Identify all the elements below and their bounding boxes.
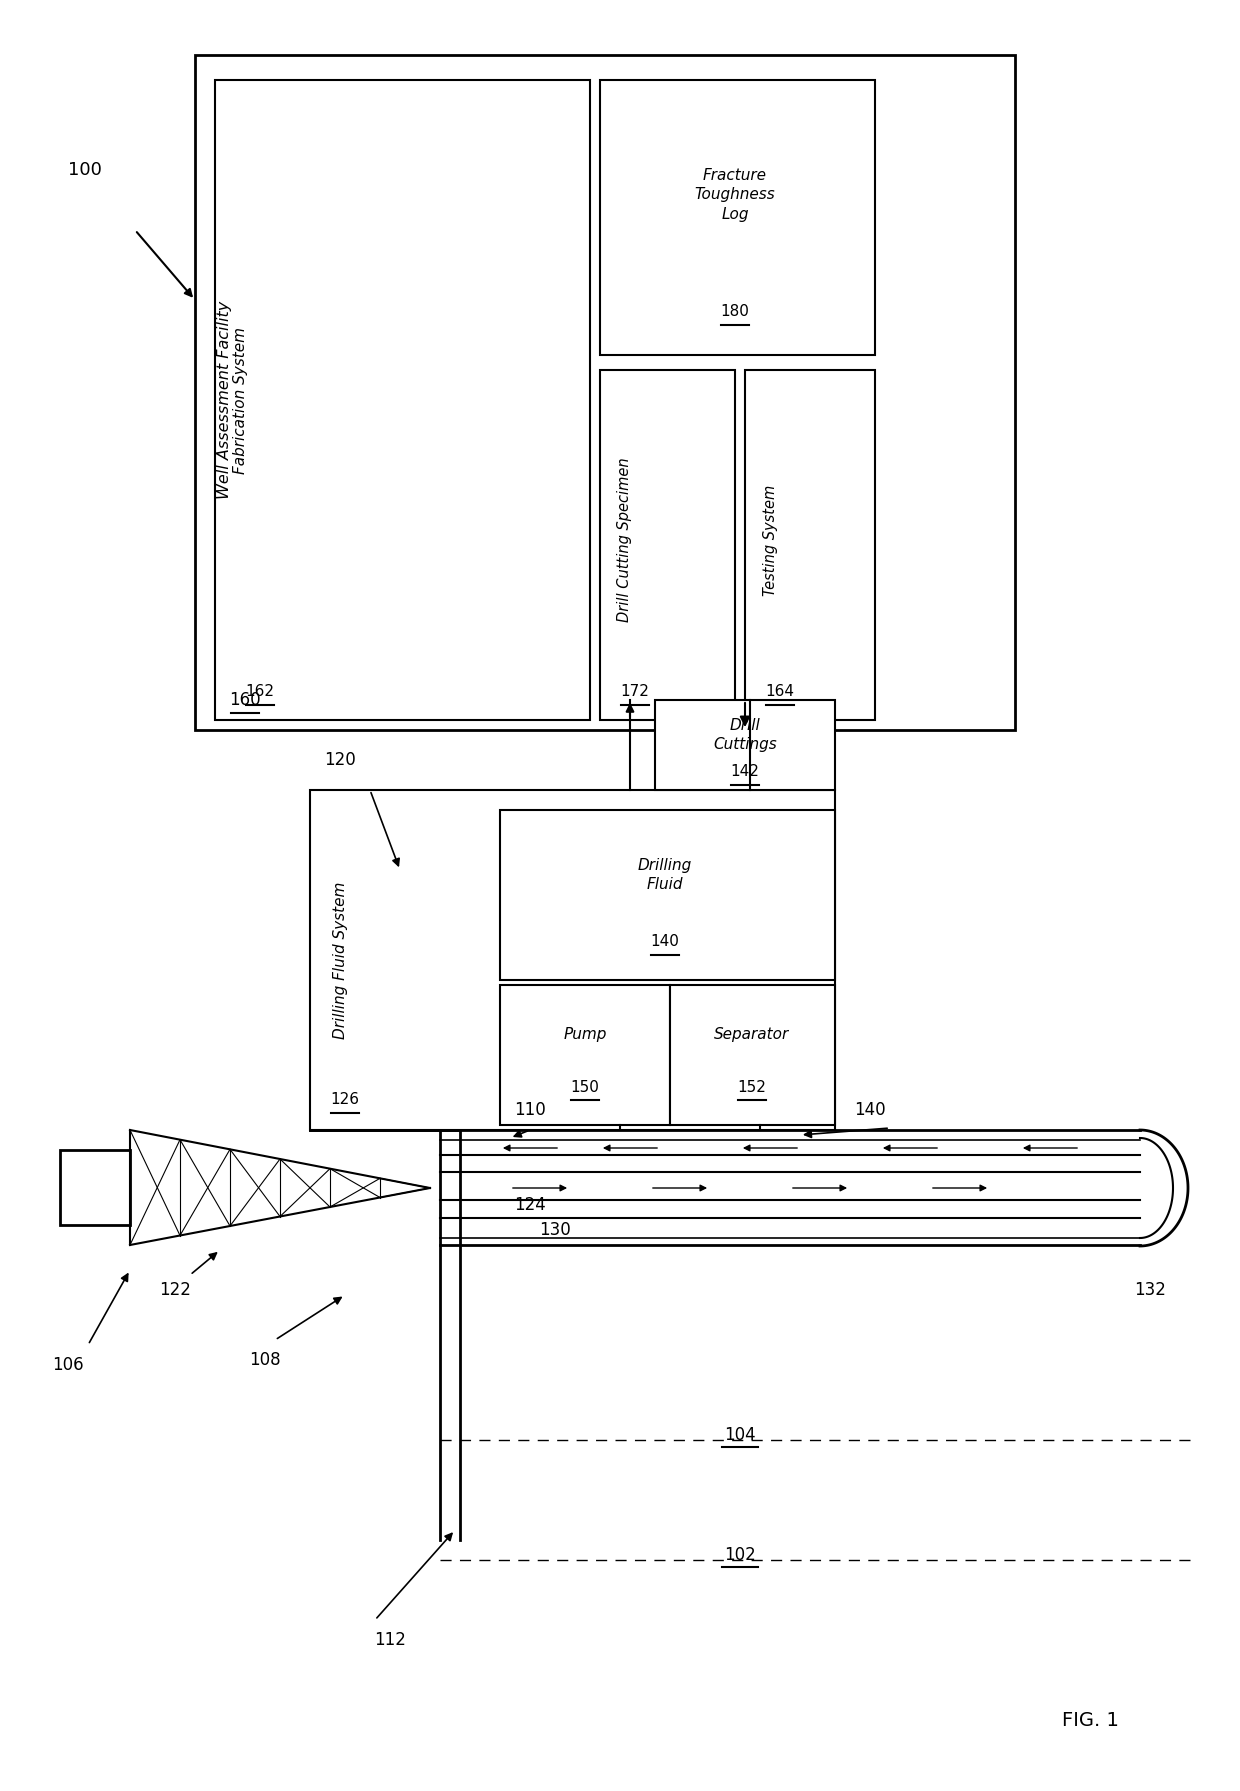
- Text: Drilling Fluid System: Drilling Fluid System: [332, 881, 347, 1039]
- Text: 142: 142: [730, 765, 759, 779]
- Text: 130: 130: [539, 1221, 570, 1239]
- Bar: [500, 810, 835, 980]
- Text: Fabrication System: Fabrication System: [233, 326, 248, 473]
- Text: 122: 122: [159, 1281, 191, 1298]
- Bar: [670, 985, 835, 1125]
- Text: 172: 172: [620, 684, 650, 700]
- Text: Well Assessment Facility: Well Assessment Facility: [217, 301, 233, 500]
- Text: 162: 162: [246, 684, 274, 700]
- Text: 132: 132: [1135, 1281, 1166, 1298]
- Text: Drill
Cuttings: Drill Cuttings: [713, 718, 777, 752]
- Text: 110: 110: [515, 1101, 546, 1119]
- Text: 100: 100: [68, 161, 102, 179]
- Bar: [215, 81, 590, 720]
- Text: 180: 180: [720, 304, 749, 319]
- Text: 152: 152: [738, 1080, 766, 1094]
- Text: Testing System: Testing System: [763, 484, 777, 596]
- Text: 108: 108: [249, 1350, 280, 1368]
- Text: 102: 102: [724, 1546, 756, 1564]
- Text: 150: 150: [570, 1080, 599, 1094]
- Text: 140: 140: [854, 1101, 885, 1119]
- Text: 126: 126: [331, 1093, 360, 1107]
- Text: Drilling
Fluid: Drilling Fluid: [637, 858, 692, 892]
- Text: Fracture
Toughness
Log: Fracture Toughness Log: [694, 168, 775, 222]
- Text: Pump: Pump: [563, 1028, 606, 1042]
- Text: 124: 124: [515, 1196, 546, 1214]
- Bar: [745, 371, 875, 720]
- Text: Drill Cutting Specimen: Drill Cutting Specimen: [618, 458, 632, 621]
- Text: 164: 164: [765, 684, 795, 700]
- Text: Separator: Separator: [714, 1028, 790, 1042]
- Text: 106: 106: [52, 1356, 84, 1374]
- Text: 160: 160: [229, 691, 260, 709]
- Bar: [600, 81, 875, 355]
- Text: 104: 104: [724, 1426, 756, 1444]
- Text: 112: 112: [374, 1632, 405, 1650]
- Bar: [655, 700, 835, 790]
- Bar: [500, 985, 670, 1125]
- Text: 120: 120: [324, 750, 356, 768]
- Text: FIG. 1: FIG. 1: [1061, 1710, 1118, 1730]
- Text: 140: 140: [651, 935, 680, 949]
- Bar: [195, 56, 1016, 731]
- Bar: [60, 1150, 130, 1225]
- Bar: [600, 371, 735, 720]
- Bar: [310, 790, 835, 1130]
